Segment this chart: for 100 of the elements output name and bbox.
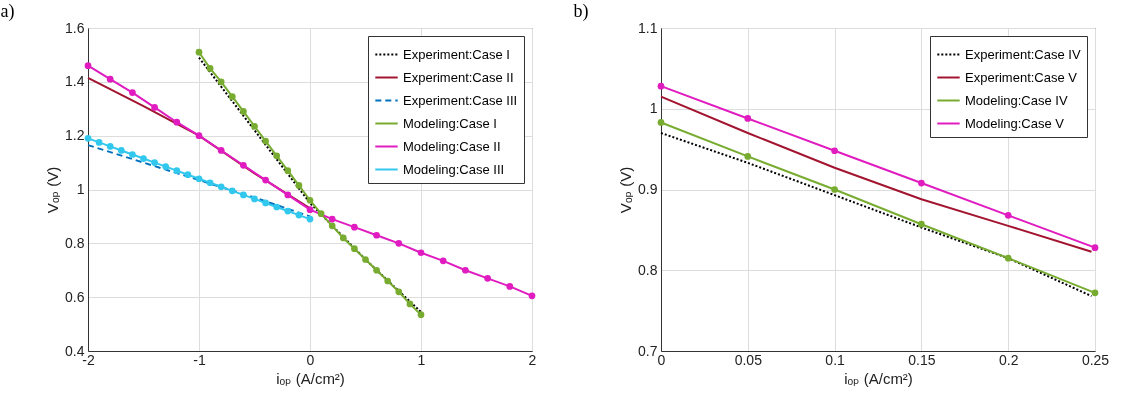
point bbox=[117, 147, 125, 154]
point bbox=[195, 48, 203, 56]
legend-label: Experiment:Case V bbox=[965, 69, 1078, 85]
point bbox=[351, 223, 358, 231]
point bbox=[306, 196, 314, 204]
chart-title: a) bbox=[0, 1, 15, 22]
point bbox=[84, 135, 92, 142]
point bbox=[195, 132, 203, 140]
point bbox=[462, 266, 469, 274]
legend-label: Modeling:Case I bbox=[403, 115, 497, 131]
x-tick-label: 0.2 bbox=[998, 351, 1019, 368]
y-axis-title: Vₒₚ (V) bbox=[44, 166, 62, 214]
point bbox=[439, 257, 447, 265]
y-axis-title: Vₒₚ (V) bbox=[617, 166, 635, 214]
point bbox=[395, 239, 403, 247]
point bbox=[195, 175, 203, 183]
point bbox=[84, 62, 92, 70]
point bbox=[362, 256, 369, 263]
y-tick-label: 0.8 bbox=[65, 234, 85, 251]
x-axis-title: iₒₚ (A/cm²) bbox=[844, 369, 913, 387]
point bbox=[217, 147, 225, 154]
point bbox=[129, 89, 136, 96]
point bbox=[251, 122, 258, 130]
point bbox=[284, 207, 292, 215]
y-tick-label: 1.1 bbox=[638, 19, 658, 36]
point bbox=[262, 137, 269, 145]
point bbox=[217, 78, 225, 86]
point bbox=[129, 151, 136, 158]
x-tick-label: 0 bbox=[657, 351, 666, 368]
point bbox=[317, 210, 325, 218]
point bbox=[240, 161, 247, 169]
y-tick-label: 0.9 bbox=[638, 181, 658, 197]
y-tick-label: 1.6 bbox=[65, 19, 85, 36]
point bbox=[657, 119, 665, 126]
legend-label: Modeling:Case IV bbox=[965, 92, 1068, 108]
point bbox=[744, 115, 752, 122]
point bbox=[306, 215, 314, 223]
point bbox=[918, 220, 925, 228]
point bbox=[284, 167, 292, 175]
point bbox=[106, 143, 114, 150]
point bbox=[273, 203, 281, 211]
point bbox=[206, 179, 214, 187]
point bbox=[373, 266, 380, 274]
point bbox=[262, 176, 269, 184]
point bbox=[228, 93, 236, 100]
point bbox=[384, 277, 392, 285]
point bbox=[1004, 254, 1012, 262]
point bbox=[328, 222, 336, 230]
y-tick-label: 1 bbox=[76, 181, 85, 197]
point bbox=[240, 191, 247, 199]
point bbox=[657, 82, 665, 90]
x-tick-label: 0.1 bbox=[825, 351, 846, 368]
x-axis-title: iₒₚ (A/cm²) bbox=[276, 369, 345, 387]
y-tick-label: 1.4 bbox=[65, 73, 85, 90]
y-tick-label: 0.6 bbox=[65, 288, 85, 305]
x-tick-label: -1 bbox=[193, 351, 206, 368]
point bbox=[395, 288, 403, 296]
legend-label: Experiment:Case II bbox=[403, 69, 514, 85]
y-tick-label: 0.4 bbox=[65, 342, 85, 359]
point bbox=[328, 215, 336, 223]
chart-title: b) bbox=[573, 1, 589, 22]
point bbox=[206, 65, 214, 72]
point bbox=[484, 274, 491, 282]
x-tick-label: 0.25 bbox=[1081, 351, 1110, 368]
point bbox=[295, 211, 303, 219]
point bbox=[95, 139, 103, 146]
point bbox=[1091, 289, 1099, 297]
point bbox=[162, 163, 170, 170]
x-tick-label: 0.05 bbox=[734, 351, 763, 368]
point bbox=[140, 155, 147, 162]
point bbox=[506, 283, 514, 290]
y-tick-label: 0.7 bbox=[638, 342, 658, 359]
point bbox=[339, 234, 347, 242]
point bbox=[306, 206, 314, 214]
point bbox=[284, 191, 292, 199]
point bbox=[1004, 211, 1012, 219]
point bbox=[744, 153, 752, 160]
point bbox=[373, 231, 380, 239]
point bbox=[831, 147, 838, 155]
point bbox=[251, 195, 258, 203]
x-tick-label: 2 bbox=[528, 351, 537, 368]
legend-label: Modeling:Case II bbox=[403, 138, 501, 154]
legend-label: Experiment:Case I bbox=[403, 46, 510, 62]
point bbox=[406, 300, 414, 308]
x-tick-label: 1 bbox=[417, 351, 426, 368]
y-tick-label: 1.2 bbox=[65, 127, 85, 144]
point bbox=[184, 171, 192, 179]
point bbox=[831, 186, 838, 193]
point bbox=[173, 118, 181, 126]
legend-label: Modeling:Case III bbox=[403, 161, 505, 177]
y-tick-label: 0.8 bbox=[638, 261, 658, 278]
point bbox=[273, 152, 281, 160]
point bbox=[217, 183, 225, 191]
point bbox=[351, 245, 358, 253]
x-tick-label: 0.15 bbox=[908, 351, 936, 368]
point bbox=[417, 249, 425, 257]
point bbox=[228, 187, 236, 195]
point bbox=[295, 182, 303, 189]
point bbox=[417, 311, 425, 319]
point bbox=[240, 108, 247, 115]
